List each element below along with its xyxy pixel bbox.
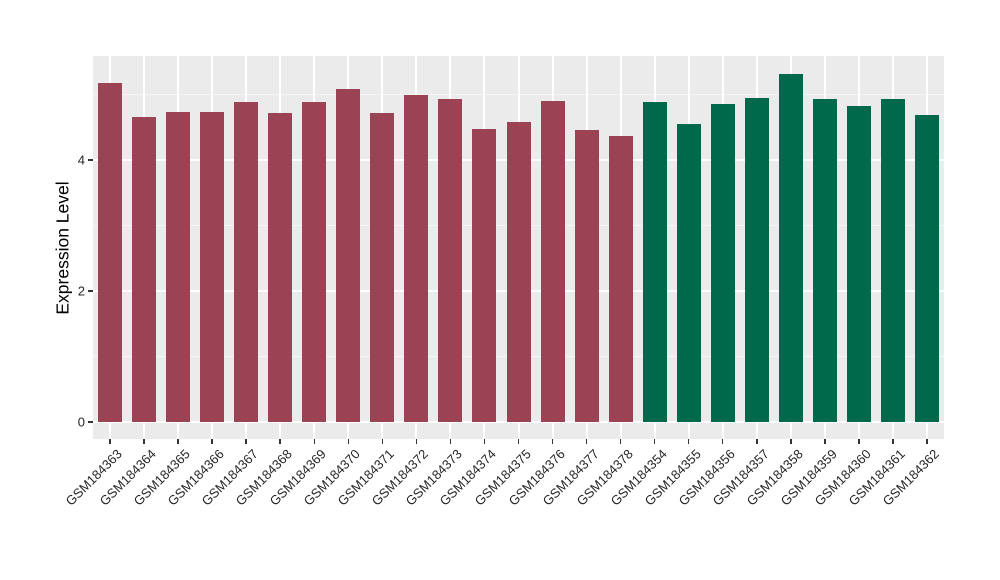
x-tick-mark-GSM184367 xyxy=(245,439,247,444)
bar-GSM184366 xyxy=(200,112,225,422)
x-tick-mark-GSM184370 xyxy=(347,439,350,444)
y-tick-label-2: 2 xyxy=(77,283,85,299)
x-tick-mark-GSM184365 xyxy=(177,439,179,444)
bar-GSM184361 xyxy=(880,99,905,422)
y-tick-label-4: 4 xyxy=(77,152,85,168)
x-tick-mark-GSM184377 xyxy=(585,439,588,444)
x-tick-mark-GSM184372 xyxy=(415,439,418,444)
x-tick-mark-GSM184362 xyxy=(926,439,928,444)
bar-GSM184368 xyxy=(268,112,293,422)
bar-GSM184369 xyxy=(302,102,327,422)
bar-GSM184372 xyxy=(404,94,429,422)
y-tick-mark-2 xyxy=(87,290,93,292)
x-tick-mark-GSM184358 xyxy=(790,439,792,444)
x-tick-mark-GSM184374 xyxy=(483,439,486,444)
y-tick-label-0: 0 xyxy=(77,414,85,430)
x-tick-mark-GSM184357 xyxy=(756,439,758,444)
x-tick-mark-GSM184369 xyxy=(313,439,315,444)
bar-GSM184363 xyxy=(98,82,123,422)
x-tick-mark-GSM184373 xyxy=(449,439,452,444)
bar-GSM184356 xyxy=(710,104,735,422)
x-tick-mark-GSM184360 xyxy=(858,439,860,444)
bar-GSM184378 xyxy=(608,135,633,422)
bar-GSM184357 xyxy=(744,97,769,422)
bar-GSM184367 xyxy=(234,102,259,422)
x-tick-mark-GSM184368 xyxy=(279,439,281,444)
x-tick-mark-GSM184371 xyxy=(381,439,384,444)
bar-GSM184355 xyxy=(676,123,701,422)
x-tick-mark-GSM184361 xyxy=(892,439,894,444)
bar-GSM184364 xyxy=(132,117,157,422)
x-tick-mark-GSM184366 xyxy=(211,439,213,444)
x-tick-mark-GSM184378 xyxy=(619,439,622,444)
x-tick-mark-GSM184355 xyxy=(687,439,690,444)
bar-GSM184373 xyxy=(438,99,463,422)
bar-GSM184377 xyxy=(574,129,599,422)
x-tick-mark-GSM184359 xyxy=(824,439,826,444)
bar-GSM184358 xyxy=(778,74,803,422)
bar-GSM184374 xyxy=(472,128,497,422)
bar-GSM184354 xyxy=(642,102,667,422)
bar-GSM184365 xyxy=(166,112,191,422)
bar-GSM184375 xyxy=(506,122,531,422)
bar-GSM184359 xyxy=(812,99,837,422)
bar-GSM184371 xyxy=(370,112,395,422)
bar-GSM184376 xyxy=(540,101,565,422)
x-tick-mark-GSM184375 xyxy=(517,439,520,444)
x-tick-mark-GSM184363 xyxy=(109,439,111,444)
bar-GSM184362 xyxy=(914,115,939,422)
x-tick-mark-GSM184356 xyxy=(721,439,724,444)
y-tick-mark-4 xyxy=(87,159,93,161)
x-tick-mark-GSM184354 xyxy=(653,439,656,444)
y-tick-mark-0 xyxy=(87,421,93,423)
bar-GSM184360 xyxy=(846,106,871,422)
x-tick-mark-GSM184364 xyxy=(143,439,145,444)
x-tick-mark-GSM184376 xyxy=(551,439,554,444)
plot-panel xyxy=(93,56,944,439)
bar-GSM184370 xyxy=(336,89,361,422)
